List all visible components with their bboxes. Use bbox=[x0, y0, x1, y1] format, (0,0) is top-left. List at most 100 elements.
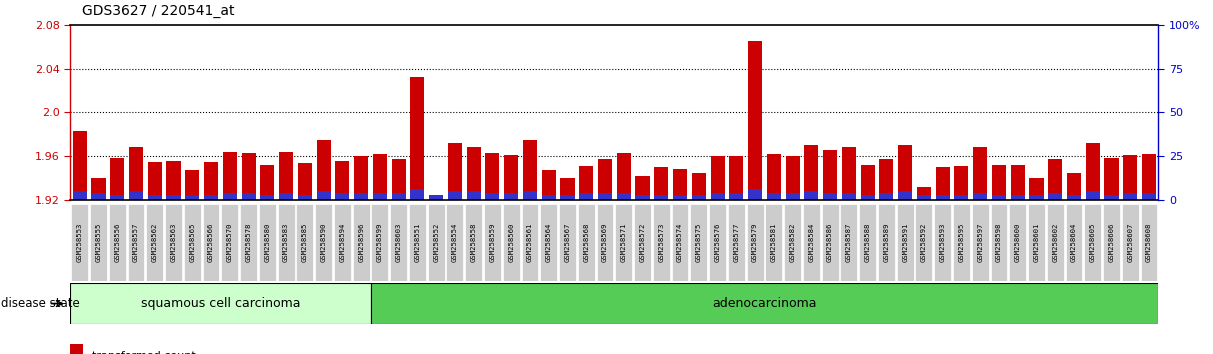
FancyBboxPatch shape bbox=[710, 204, 727, 281]
Bar bbox=[70, 283, 370, 324]
Bar bbox=[392, 160, 405, 200]
Text: adenocarcinoma: adenocarcinoma bbox=[712, 297, 816, 310]
FancyBboxPatch shape bbox=[634, 204, 651, 281]
Bar bbox=[898, 191, 912, 200]
FancyBboxPatch shape bbox=[615, 204, 632, 281]
FancyBboxPatch shape bbox=[147, 204, 164, 281]
Bar bbox=[654, 167, 668, 200]
Text: GSM258601: GSM258601 bbox=[1033, 223, 1040, 262]
FancyBboxPatch shape bbox=[428, 204, 445, 281]
Bar bbox=[1123, 155, 1138, 200]
FancyBboxPatch shape bbox=[728, 204, 745, 281]
FancyBboxPatch shape bbox=[896, 204, 913, 281]
Bar bbox=[223, 193, 237, 200]
Bar bbox=[1067, 195, 1081, 200]
Bar bbox=[824, 193, 837, 200]
Text: GSM258597: GSM258597 bbox=[978, 223, 984, 262]
FancyBboxPatch shape bbox=[1029, 204, 1044, 281]
Bar bbox=[110, 195, 124, 200]
Bar bbox=[1141, 154, 1156, 200]
FancyBboxPatch shape bbox=[540, 204, 557, 281]
Bar bbox=[204, 162, 218, 200]
Bar bbox=[691, 173, 706, 200]
FancyBboxPatch shape bbox=[90, 204, 107, 281]
Bar bbox=[392, 193, 405, 200]
Bar bbox=[935, 167, 950, 200]
Bar bbox=[1086, 143, 1100, 200]
Bar bbox=[973, 193, 987, 200]
Text: GSM258572: GSM258572 bbox=[639, 223, 645, 262]
Bar bbox=[1123, 193, 1138, 200]
FancyBboxPatch shape bbox=[371, 204, 388, 281]
Text: GSM258581: GSM258581 bbox=[770, 223, 776, 262]
Text: GSM258573: GSM258573 bbox=[659, 223, 665, 262]
Bar bbox=[204, 195, 218, 200]
FancyBboxPatch shape bbox=[934, 204, 951, 281]
Text: GSM258555: GSM258555 bbox=[96, 223, 102, 262]
FancyBboxPatch shape bbox=[653, 204, 670, 281]
Text: GSM258586: GSM258586 bbox=[827, 223, 833, 262]
Text: GSM258580: GSM258580 bbox=[264, 223, 270, 262]
Bar bbox=[1010, 195, 1025, 200]
FancyBboxPatch shape bbox=[296, 204, 313, 281]
Bar bbox=[691, 195, 706, 200]
Text: GSM258560: GSM258560 bbox=[508, 223, 514, 262]
FancyBboxPatch shape bbox=[502, 204, 519, 281]
Bar bbox=[448, 191, 462, 200]
FancyBboxPatch shape bbox=[258, 204, 275, 281]
FancyBboxPatch shape bbox=[559, 204, 576, 281]
Text: GSM258600: GSM258600 bbox=[1015, 223, 1020, 262]
Bar bbox=[505, 193, 518, 200]
Bar bbox=[580, 193, 593, 200]
Text: GSM258562: GSM258562 bbox=[152, 223, 158, 262]
Text: GSM258603: GSM258603 bbox=[395, 223, 402, 262]
Bar bbox=[410, 189, 425, 200]
Bar bbox=[354, 193, 369, 200]
FancyBboxPatch shape bbox=[991, 204, 1008, 281]
Bar bbox=[91, 178, 106, 200]
Bar bbox=[542, 195, 556, 200]
Text: GSM258585: GSM258585 bbox=[302, 223, 308, 262]
Bar bbox=[748, 189, 762, 200]
Bar bbox=[1030, 195, 1043, 200]
Bar bbox=[598, 193, 613, 200]
Bar bbox=[279, 193, 294, 200]
Bar bbox=[148, 162, 161, 200]
FancyBboxPatch shape bbox=[278, 204, 295, 281]
Bar bbox=[166, 195, 181, 200]
Text: GSM258552: GSM258552 bbox=[433, 223, 439, 262]
Bar bbox=[241, 193, 256, 200]
Bar bbox=[166, 161, 181, 200]
Bar bbox=[1048, 193, 1063, 200]
Bar bbox=[1010, 165, 1025, 200]
FancyBboxPatch shape bbox=[1065, 204, 1082, 281]
Bar bbox=[1105, 195, 1118, 200]
FancyBboxPatch shape bbox=[1009, 204, 1026, 281]
FancyBboxPatch shape bbox=[1047, 204, 1064, 281]
Text: GSM258606: GSM258606 bbox=[1109, 223, 1115, 262]
Bar bbox=[860, 165, 875, 200]
FancyBboxPatch shape bbox=[803, 204, 820, 281]
Bar bbox=[917, 187, 930, 200]
Text: GSM258570: GSM258570 bbox=[227, 223, 233, 262]
Text: GSM258608: GSM258608 bbox=[1146, 223, 1152, 262]
Bar bbox=[992, 195, 1006, 200]
FancyBboxPatch shape bbox=[1103, 204, 1120, 281]
Bar bbox=[129, 147, 143, 200]
Bar bbox=[335, 193, 349, 200]
FancyBboxPatch shape bbox=[334, 204, 351, 281]
FancyBboxPatch shape bbox=[315, 204, 332, 281]
Text: GSM258559: GSM258559 bbox=[490, 223, 495, 262]
FancyBboxPatch shape bbox=[1140, 204, 1157, 281]
Bar bbox=[1048, 160, 1063, 200]
Bar bbox=[298, 163, 312, 200]
Bar bbox=[973, 147, 987, 200]
Text: GSM258575: GSM258575 bbox=[696, 223, 702, 262]
Bar bbox=[148, 195, 161, 200]
Bar bbox=[485, 193, 500, 200]
Bar bbox=[448, 143, 462, 200]
Bar bbox=[317, 191, 331, 200]
Text: GSM258553: GSM258553 bbox=[76, 223, 82, 262]
Bar bbox=[1141, 193, 1156, 200]
Bar bbox=[917, 195, 930, 200]
